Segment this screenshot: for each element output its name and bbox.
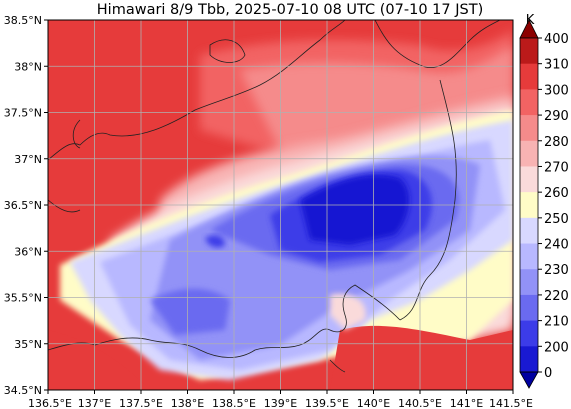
lat-tick-label: 38°N — [14, 60, 42, 73]
colorbar-tick-label: 210 — [544, 315, 569, 330]
colorbar-tick-label: 290 — [544, 109, 569, 124]
colorbar-tick-label: 260 — [544, 186, 569, 201]
colorbar-min-extension — [519, 371, 539, 389]
map-title: Himawari 8/9 Tbb, 2025-07-10 08 UTC (07-… — [97, 2, 483, 18]
colorbar-segment — [520, 140, 538, 167]
colorbar-segment — [520, 89, 538, 116]
colorbar-segment — [520, 243, 538, 270]
colorbar-tick-label: 0 — [544, 366, 552, 381]
colorbar-tick-label: 230 — [544, 263, 569, 278]
lon-tick-label: 140°E — [357, 397, 390, 409]
colorbar-frame — [519, 37, 539, 373]
colorbar-segment — [520, 269, 538, 296]
lat-tick-label: 37.5°N — [4, 107, 42, 120]
gridlines — [48, 20, 513, 390]
lat-tick-label: 35°N — [14, 338, 42, 351]
colorbar-segment — [520, 166, 538, 193]
colorbar-tick-label: 310 — [544, 58, 569, 73]
colorbar-tick-label: 300 — [544, 83, 569, 98]
colorbar-tick-label: 400 — [544, 32, 569, 47]
lat-tick-label: 35.5°N — [4, 292, 42, 305]
temperature-field — [48, 20, 513, 390]
colorbar: 400 310 300 290 280 270 260 250 240 230 220 210 200 0 — [519, 19, 569, 389]
colorbar-segment — [520, 115, 538, 142]
lat-tick-label: 34.5°N — [4, 384, 42, 397]
lon-tick-label: 138°E — [171, 397, 204, 409]
colorbar-segment — [520, 63, 538, 90]
lon-tick-label: 141°E — [450, 397, 483, 409]
lat-tick-label: 38.5°N — [4, 14, 42, 27]
longitude-axis: 136.5°E 137°E 137.5°E 138°E 138.5°E 139°E 139.… — [28, 390, 533, 409]
lat-tick-label: 36°N — [14, 245, 42, 258]
colorbar-segment — [520, 217, 538, 245]
latitude-axis: 38.5°N 38°N 37.5°N 37°N 36.5°N 36°N 35.5°N 35°N… — [4, 14, 48, 397]
lon-tick-label: 141.5°E — [489, 397, 533, 409]
lat-tick-label: 37°N — [14, 153, 42, 166]
lon-tick-label: 137°E — [78, 397, 111, 409]
lon-tick-label: 139.5°E — [305, 397, 349, 409]
lon-tick-label: 136.5°E — [28, 397, 72, 409]
colorbar-segment — [520, 346, 538, 373]
lon-tick-label: 139°E — [264, 397, 297, 409]
colorbar-tick-label: 270 — [544, 160, 569, 175]
coastlines — [48, 20, 501, 373]
colorbar-segment — [520, 192, 538, 219]
colorbar-tick-label: 280 — [544, 135, 569, 150]
colorbar-tick-label: 220 — [544, 289, 569, 304]
colorbar-unit: K — [526, 13, 535, 28]
colorbar-segment — [520, 38, 538, 65]
colorbar-segment — [520, 294, 538, 322]
colorbar-tick-label: 200 — [544, 340, 569, 355]
lon-tick-label: 140.5°E — [398, 397, 442, 409]
colorbar-tick-label: 240 — [544, 238, 569, 253]
lon-tick-label: 137.5°E — [119, 397, 163, 409]
lon-tick-label: 138.5°E — [212, 397, 256, 409]
colorbar-segment — [520, 320, 538, 347]
lat-tick-label: 36.5°N — [4, 199, 42, 212]
colorbar-tick-label: 250 — [544, 212, 569, 227]
